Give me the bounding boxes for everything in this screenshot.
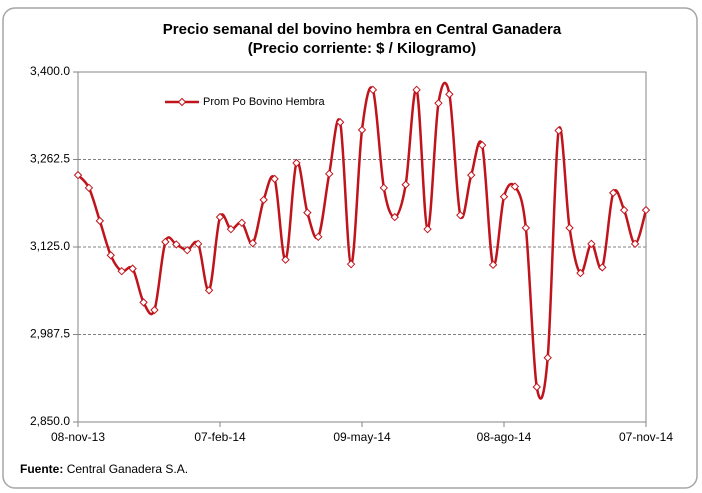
y-tick-label: 3,125.0 xyxy=(30,239,70,253)
point-marker xyxy=(139,298,148,307)
point-marker xyxy=(215,212,225,222)
point-marker xyxy=(325,169,334,179)
point-marker xyxy=(467,170,476,180)
point-marker xyxy=(598,263,607,272)
x-tick-label: 08-ago-14 xyxy=(477,430,532,444)
point-marker xyxy=(172,240,181,249)
point-marker xyxy=(488,260,498,270)
point-marker xyxy=(412,85,421,95)
point-marker xyxy=(543,353,552,362)
source-label: Fuente: xyxy=(20,462,63,476)
point-marker xyxy=(619,205,629,215)
point-marker xyxy=(281,255,290,264)
point-marker xyxy=(204,286,214,295)
point-marker xyxy=(477,140,487,150)
point-marker xyxy=(456,210,465,220)
x-tick-label: 07-nov-14 xyxy=(619,430,673,444)
chart-subtitle: (Precio corriente: $ / Kilogramo) xyxy=(248,40,476,57)
point-marker xyxy=(510,182,520,191)
point-marker xyxy=(423,224,432,234)
legend-label: Prom Po Bovino Hembra xyxy=(203,96,326,108)
point-marker xyxy=(73,170,83,180)
point-marker xyxy=(193,239,203,249)
y-tick-label: 2,850.0 xyxy=(30,414,70,428)
point-marker xyxy=(128,264,137,273)
point-marker xyxy=(303,208,312,217)
point-marker xyxy=(499,192,509,201)
point-marker xyxy=(521,223,531,233)
x-tick-label: 07-feb-14 xyxy=(194,430,246,444)
point-marker xyxy=(434,98,443,108)
point-marker xyxy=(237,218,247,228)
point-marker xyxy=(379,183,389,193)
point-marker xyxy=(357,125,367,135)
source-text: Central Ganadera S.A. xyxy=(67,462,188,476)
point-marker xyxy=(565,223,574,233)
point-marker xyxy=(390,212,399,222)
point-marker xyxy=(292,158,301,168)
point-marker xyxy=(270,174,279,184)
point-marker xyxy=(150,305,159,315)
point-marker xyxy=(106,251,115,260)
chart-title: Precio semanal del bovino hembra en Cent… xyxy=(163,21,562,38)
point-marker xyxy=(314,232,323,242)
point-marker xyxy=(587,239,596,249)
point-marker xyxy=(117,266,126,276)
y-tick-label: 3,400.0 xyxy=(30,64,70,78)
point-marker xyxy=(641,205,651,215)
source: Fuente: Central Ganadera S.A. xyxy=(20,462,188,476)
point-marker xyxy=(248,238,257,248)
point-marker xyxy=(576,268,585,278)
point-marker xyxy=(368,85,378,95)
point-marker xyxy=(609,188,618,198)
point-marker xyxy=(335,118,345,127)
point-marker xyxy=(95,216,105,226)
legend-marker xyxy=(177,97,187,107)
point-marker xyxy=(630,239,640,249)
x-tick-label: 09-may-14 xyxy=(333,430,391,444)
point-marker xyxy=(346,259,356,269)
point-marker xyxy=(532,382,541,392)
point-marker xyxy=(84,183,94,193)
y-tick-label: 3,262.5 xyxy=(30,152,70,166)
point-marker xyxy=(401,180,410,189)
point-marker xyxy=(226,224,236,234)
point-marker xyxy=(183,245,192,255)
point-marker xyxy=(554,126,563,135)
point-marker xyxy=(445,90,454,99)
x-tick-label: 08-nov-13 xyxy=(51,430,105,444)
y-tick-label: 2,987.5 xyxy=(30,327,70,341)
point-marker xyxy=(259,195,268,205)
point-marker xyxy=(161,237,170,247)
